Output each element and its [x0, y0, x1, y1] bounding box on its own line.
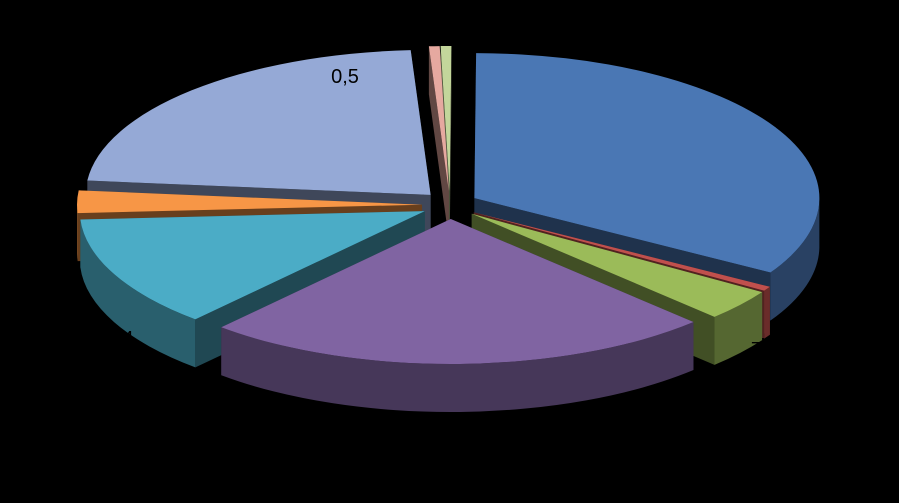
- pie-slice-wall: [449, 46, 452, 240]
- pie-slice-4: [80, 211, 425, 320]
- data-labels: 0,5 zi 4: [122, 66, 765, 358]
- data-label: zi: [751, 336, 765, 358]
- data-label: 4: [122, 328, 133, 350]
- pie-slice-wall: [428, 46, 449, 240]
- pie-slice-8: [440, 46, 452, 192]
- pie-slice-0: [474, 53, 820, 273]
- pie-slice-6: [87, 50, 431, 195]
- pie-slice-side: [221, 322, 694, 412]
- pie-slice-side: [764, 286, 770, 339]
- pie-slice-5: [77, 190, 423, 214]
- pie-slice-side: [77, 204, 78, 262]
- pie-slice-side: [714, 292, 763, 365]
- pie-slice-3: [221, 218, 694, 364]
- pie-slice-1: [473, 212, 770, 291]
- pie-slices: [77, 46, 820, 412]
- pie-slice-side: [80, 219, 196, 368]
- pie-slice-2: [471, 213, 763, 317]
- data-label: 0,5: [331, 66, 359, 88]
- pie-slice-side: [770, 199, 820, 321]
- pie-slice-7: [428, 46, 449, 192]
